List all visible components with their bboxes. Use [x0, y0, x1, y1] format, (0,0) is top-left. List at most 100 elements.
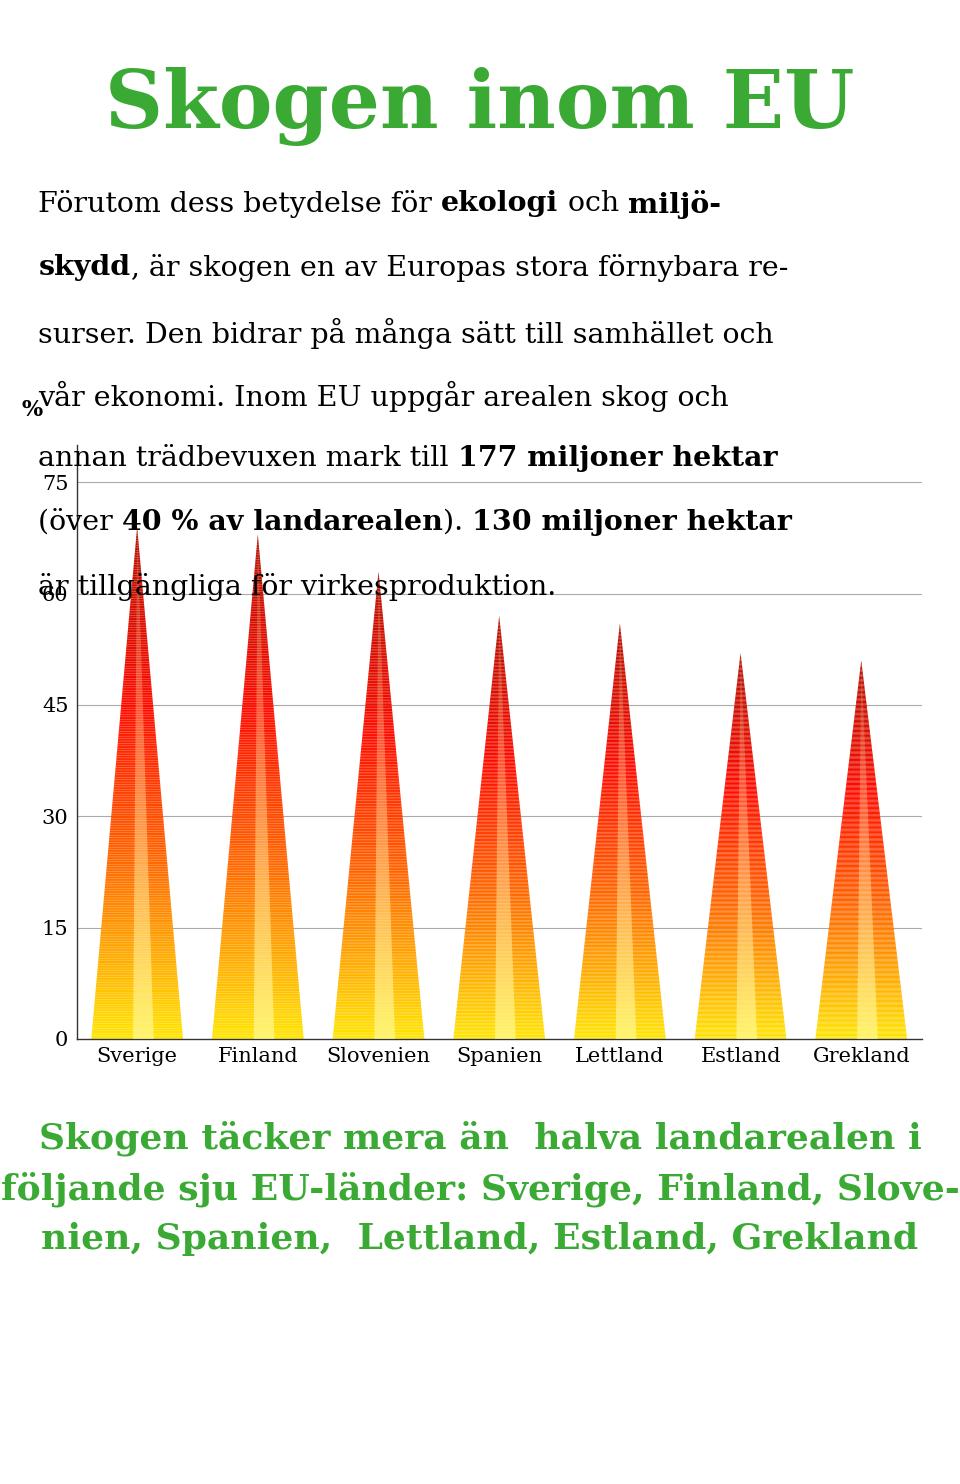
Polygon shape: [253, 1012, 274, 1014]
Polygon shape: [238, 748, 277, 749]
Polygon shape: [240, 726, 276, 727]
Polygon shape: [377, 693, 383, 695]
Polygon shape: [228, 862, 288, 864]
Polygon shape: [96, 984, 179, 985]
Polygon shape: [254, 993, 273, 996]
Polygon shape: [257, 634, 261, 635]
Polygon shape: [136, 568, 138, 570]
Polygon shape: [255, 815, 267, 816]
Polygon shape: [242, 708, 274, 709]
Polygon shape: [220, 948, 296, 950]
Polygon shape: [346, 910, 412, 911]
Polygon shape: [136, 583, 139, 585]
Polygon shape: [377, 714, 384, 715]
Polygon shape: [136, 539, 138, 540]
Polygon shape: [102, 919, 173, 922]
Polygon shape: [247, 650, 269, 651]
Polygon shape: [135, 545, 139, 546]
Polygon shape: [256, 677, 263, 678]
Polygon shape: [338, 985, 420, 987]
Polygon shape: [244, 683, 272, 684]
Polygon shape: [114, 778, 159, 779]
Polygon shape: [377, 755, 385, 757]
Polygon shape: [257, 657, 262, 659]
Polygon shape: [227, 874, 289, 876]
Polygon shape: [377, 697, 383, 699]
Polygon shape: [234, 789, 281, 791]
Polygon shape: [378, 595, 379, 597]
Polygon shape: [367, 690, 391, 692]
Polygon shape: [132, 582, 142, 583]
Polygon shape: [341, 953, 416, 954]
Polygon shape: [227, 876, 289, 877]
Polygon shape: [375, 966, 393, 968]
Polygon shape: [254, 972, 273, 974]
Polygon shape: [257, 656, 262, 657]
Polygon shape: [99, 948, 175, 950]
Polygon shape: [132, 583, 142, 585]
Polygon shape: [256, 743, 265, 745]
Polygon shape: [256, 712, 264, 714]
Polygon shape: [93, 1020, 181, 1021]
Polygon shape: [340, 969, 418, 971]
Polygon shape: [355, 804, 401, 807]
Polygon shape: [133, 993, 153, 994]
Polygon shape: [336, 1002, 420, 1003]
Polygon shape: [364, 724, 394, 726]
Polygon shape: [338, 984, 420, 985]
Polygon shape: [112, 798, 161, 800]
Polygon shape: [230, 830, 285, 833]
Polygon shape: [119, 729, 156, 730]
Polygon shape: [375, 978, 393, 979]
Polygon shape: [234, 797, 282, 798]
Polygon shape: [256, 555, 260, 556]
Polygon shape: [375, 908, 391, 910]
Polygon shape: [369, 669, 388, 671]
Polygon shape: [345, 911, 412, 913]
Polygon shape: [219, 956, 297, 959]
Polygon shape: [247, 651, 269, 653]
Polygon shape: [348, 876, 408, 877]
Polygon shape: [255, 827, 268, 828]
Polygon shape: [250, 619, 266, 620]
Polygon shape: [215, 1000, 300, 1002]
Polygon shape: [257, 614, 260, 617]
Polygon shape: [256, 696, 263, 697]
Polygon shape: [254, 1002, 274, 1003]
Polygon shape: [355, 803, 401, 804]
Polygon shape: [102, 923, 173, 925]
Polygon shape: [136, 651, 141, 653]
Polygon shape: [369, 671, 389, 672]
Polygon shape: [124, 675, 151, 677]
Polygon shape: [378, 608, 380, 610]
Polygon shape: [375, 901, 390, 902]
Polygon shape: [130, 607, 145, 608]
Polygon shape: [377, 757, 385, 758]
Polygon shape: [255, 837, 268, 838]
Polygon shape: [133, 985, 152, 988]
Polygon shape: [255, 879, 269, 880]
Polygon shape: [376, 591, 380, 592]
Polygon shape: [377, 708, 383, 709]
Polygon shape: [220, 953, 296, 954]
Polygon shape: [257, 625, 261, 626]
Polygon shape: [374, 608, 382, 610]
Polygon shape: [336, 1003, 421, 1005]
Polygon shape: [376, 795, 387, 797]
Polygon shape: [372, 634, 385, 635]
Polygon shape: [230, 835, 285, 837]
Polygon shape: [213, 1021, 302, 1022]
Polygon shape: [378, 616, 380, 617]
Polygon shape: [375, 916, 391, 917]
Polygon shape: [257, 571, 259, 573]
Polygon shape: [374, 613, 383, 614]
Polygon shape: [133, 991, 153, 993]
Polygon shape: [255, 861, 269, 862]
Polygon shape: [255, 830, 268, 833]
Polygon shape: [249, 631, 267, 632]
Polygon shape: [365, 712, 393, 714]
Polygon shape: [134, 904, 150, 905]
Polygon shape: [134, 838, 147, 841]
Polygon shape: [374, 1021, 395, 1024]
Polygon shape: [134, 919, 150, 922]
